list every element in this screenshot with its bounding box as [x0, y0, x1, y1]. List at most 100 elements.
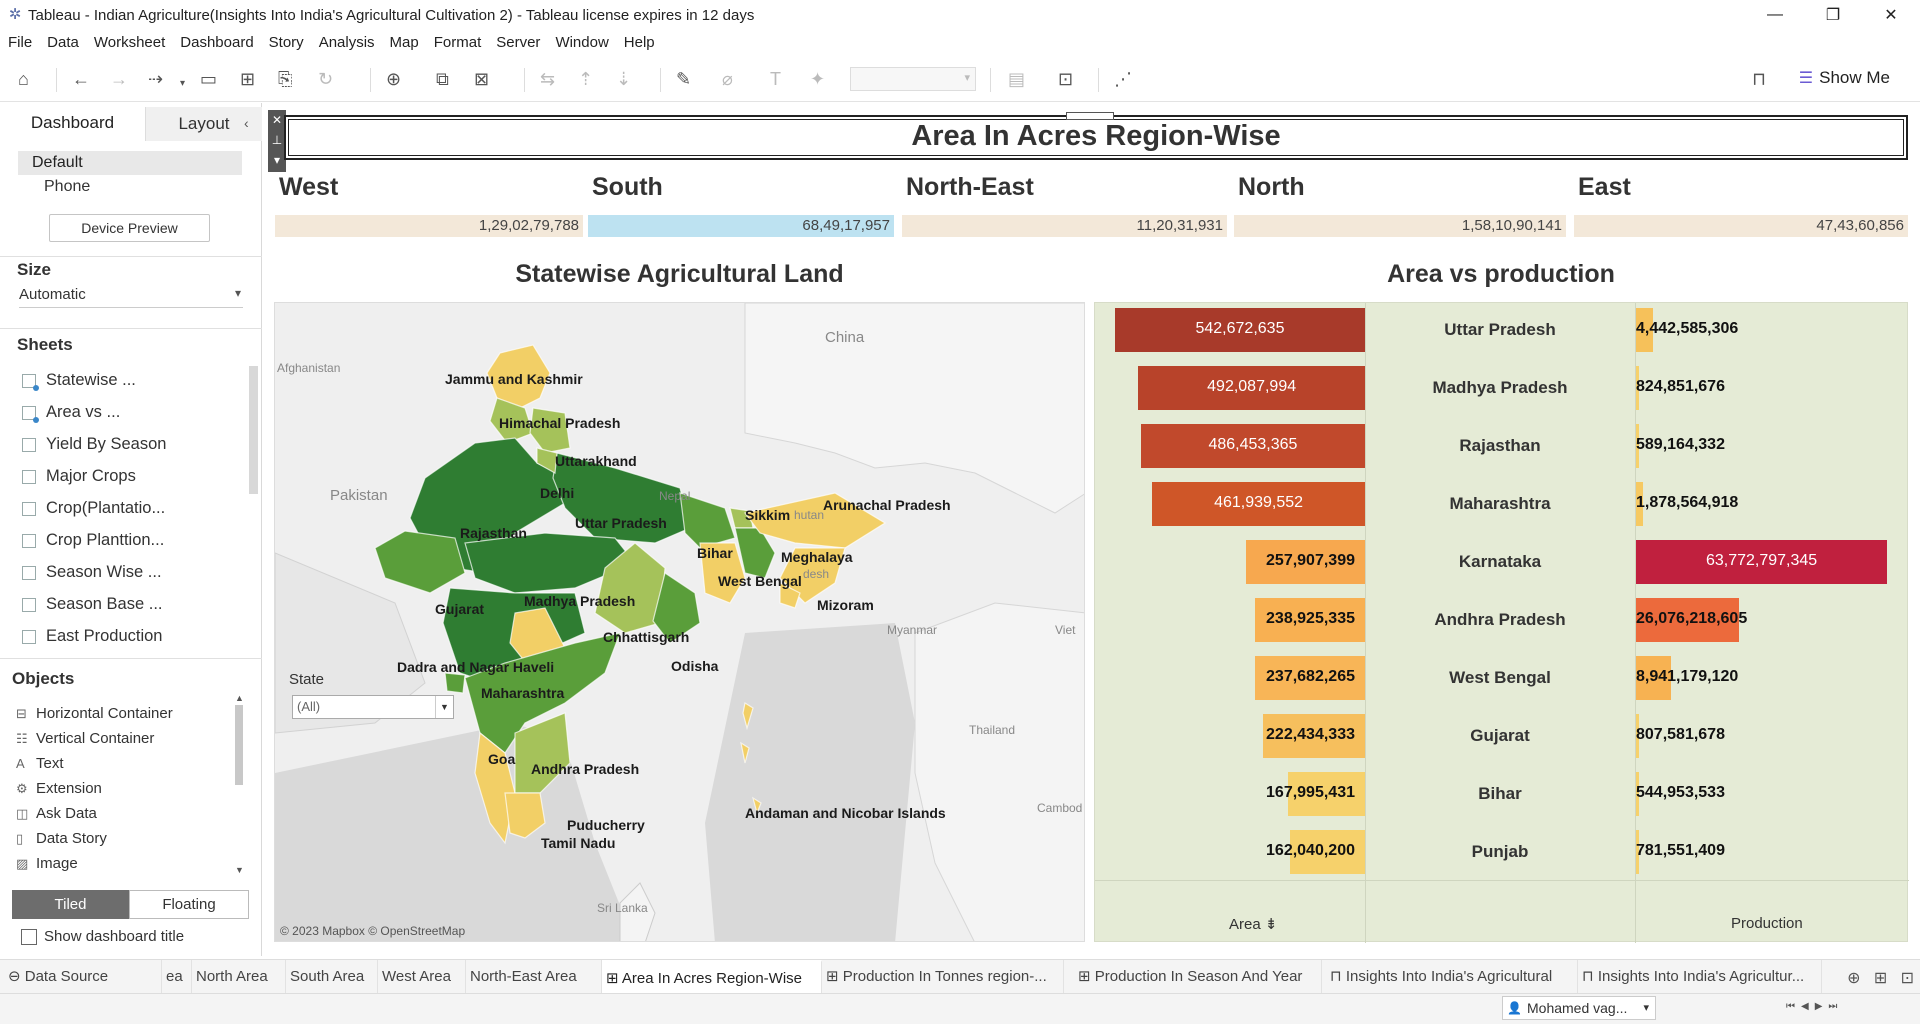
sheet-item[interactable]: Crop(Plantatio...: [22, 499, 165, 518]
size-dropdown[interactable]: Automatic: [19, 286, 243, 308]
menu-server[interactable]: Server: [496, 33, 541, 51]
scroll-up-icon[interactable]: ▲: [235, 693, 244, 703]
sort-ascending-icon[interactable]: ⇡: [578, 69, 594, 89]
pin-icon[interactable]: ✦: [810, 69, 826, 89]
menu-analysis[interactable]: Analysis: [318, 33, 375, 51]
home-icon[interactable]: ⌂: [18, 69, 29, 89]
menu-help[interactable]: Help: [623, 33, 655, 51]
object-image[interactable]: ▨ Image: [16, 855, 78, 872]
production-bar[interactable]: [1636, 656, 1672, 700]
drag-handle[interactable]: [1066, 112, 1114, 120]
group-icon[interactable]: ⌀: [722, 69, 733, 89]
production-bar[interactable]: [1636, 308, 1654, 352]
close-icon[interactable]: ✕: [1884, 7, 1898, 24]
device-phone[interactable]: Phone: [44, 178, 91, 195]
object-extension[interactable]: ⚙ Extension: [16, 780, 102, 797]
map-attribution[interactable]: © 2023 Mapbox © OpenStreetMap: [280, 924, 466, 938]
tab-layout[interactable]: Layout: [145, 107, 262, 141]
production-bar[interactable]: [1636, 714, 1640, 758]
replace-data-icon[interactable]: ⇢: [148, 69, 164, 89]
show-title-checkbox[interactable]: [21, 929, 37, 945]
sheet-item[interactable]: Statewise ...: [22, 371, 136, 391]
area-bar[interactable]: [1114, 308, 1365, 352]
minimize-icon[interactable]: —: [1767, 6, 1783, 23]
user-menu[interactable]: Mohamed vag...: [1502, 996, 1656, 1020]
new-worksheet-icon[interactable]: ⊕: [386, 69, 402, 89]
area-bar[interactable]: [1140, 424, 1365, 468]
area-bar[interactable]: [1138, 366, 1365, 410]
sort-descending-icon[interactable]: ⇣: [616, 69, 632, 89]
statewise-map[interactable]: China Afghanistan Pakistan Nepal Myanmar…: [274, 302, 1085, 942]
save-icon[interactable]: ▭: [200, 69, 218, 89]
duplicate-sheet-icon[interactable]: ⧉: [436, 69, 449, 89]
pin-icon[interactable]: ⊥: [271, 133, 283, 147]
pause-updates-icon[interactable]: ⎘: [278, 69, 293, 89]
menu-story[interactable]: Story: [268, 33, 304, 51]
undo-icon[interactable]: ←: [72, 69, 90, 89]
object-vertical-container[interactable]: ☷ Vertical Container: [16, 730, 155, 747]
area-bar[interactable]: [1246, 540, 1365, 584]
sheet-navigation[interactable]: ⏮◀▶⏭: [1786, 1001, 1844, 1012]
production-bar[interactable]: [1636, 540, 1888, 584]
scroll-down-icon[interactable]: ▼: [235, 865, 244, 875]
production-bar[interactable]: [1636, 424, 1639, 468]
remove-icon[interactable]: ✕: [271, 113, 283, 127]
tab-partial[interactable]: ea: [162, 960, 192, 994]
menu-dashboard[interactable]: Dashboard: [180, 33, 254, 51]
production-bar[interactable]: [1636, 598, 1739, 642]
collapse-pane-icon[interactable]: ‹: [244, 115, 249, 131]
area-axis-label[interactable]: Area ⇟: [1229, 916, 1278, 933]
production-bar[interactable]: [1636, 830, 1640, 874]
area-bar[interactable]: [1262, 714, 1365, 758]
new-datasource-icon[interactable]: ⊞: [240, 69, 256, 89]
new-story-icon[interactable]: ⊡: [1900, 970, 1914, 987]
objects-scrollbar[interactable]: [235, 705, 243, 785]
sheets-scrollbar[interactable]: [249, 366, 258, 494]
refresh-icon[interactable]: ↻: [318, 69, 334, 89]
tab-insights-2[interactable]: ⊓ Insights Into India's Agricultur...: [1578, 960, 1822, 994]
production-bar[interactable]: [1636, 366, 1640, 410]
fit-dropdown[interactable]: [850, 67, 976, 91]
region-north-value[interactable]: 1,58,10,90,141: [1234, 215, 1566, 237]
restore-icon[interactable]: ❐: [1825, 7, 1841, 24]
object-data-story[interactable]: ▯ Data Story: [16, 830, 107, 847]
device-preview-button[interactable]: Device Preview: [49, 214, 210, 242]
tab-data-source[interactable]: ⊖ Data Source: [4, 960, 162, 994]
region-east-value[interactable]: 47,43,60,856: [1574, 215, 1908, 237]
production-bar[interactable]: [1636, 772, 1639, 816]
floating-button[interactable]: Floating: [129, 890, 249, 919]
show-me-button[interactable]: ☰ Show Me: [1799, 68, 1890, 88]
labels-icon[interactable]: T: [770, 69, 781, 89]
show-cards-icon[interactable]: ▤: [1008, 69, 1026, 89]
redo-icon[interactable]: →: [110, 69, 128, 89]
region-west-value[interactable]: 1,29,02,79,788: [275, 215, 583, 237]
sheet-item[interactable]: Crop Planttion...: [22, 531, 164, 550]
area-bar[interactable]: [1290, 830, 1365, 874]
sheet-item[interactable]: Yield By Season: [22, 435, 166, 454]
sheet-item[interactable]: Season Base ...: [22, 595, 163, 614]
tab-production-in-tonnes[interactable]: ⊞ Production In Tonnes region-...: [822, 960, 1064, 994]
tab-north-east-area[interactable]: North-East Area: [466, 960, 602, 994]
menu-format[interactable]: Format: [433, 33, 482, 51]
object-toolbar[interactable]: ✕ ⊥ ▾: [268, 110, 286, 172]
new-worksheet-icon[interactable]: ⊕: [1847, 970, 1861, 987]
area-bar[interactable]: [1287, 772, 1365, 816]
chevron-down-icon[interactable]: ▾: [180, 78, 186, 89]
menu-worksheet[interactable]: Worksheet: [93, 33, 166, 51]
production-bar[interactable]: [1636, 482, 1644, 526]
menu-map[interactable]: Map: [389, 33, 419, 51]
region-northeast-value[interactable]: 11,20,31,931: [902, 215, 1227, 237]
area-bar[interactable]: [1152, 482, 1365, 526]
clear-sheet-icon[interactable]: ⊠: [474, 69, 490, 89]
menu-window[interactable]: Window: [555, 33, 609, 51]
tab-north-area[interactable]: North Area: [192, 960, 286, 994]
tab-insights-1[interactable]: ⊓ Insights Into India's Agricultural: [1326, 960, 1578, 994]
chevron-down-icon[interactable]: ▼: [435, 696, 453, 718]
more-options-icon[interactable]: ▾: [273, 153, 281, 167]
tab-south-area[interactable]: South Area: [286, 960, 378, 994]
tab-west-area[interactable]: West Area: [378, 960, 466, 994]
tab-area-in-acres[interactable]: ⊞ Area In Acres Region-Wise: [602, 960, 822, 994]
new-dashboard-icon[interactable]: ⊞: [1873, 970, 1888, 987]
device-default[interactable]: Default: [18, 151, 242, 175]
swap-icon[interactable]: ⇆: [540, 69, 556, 89]
